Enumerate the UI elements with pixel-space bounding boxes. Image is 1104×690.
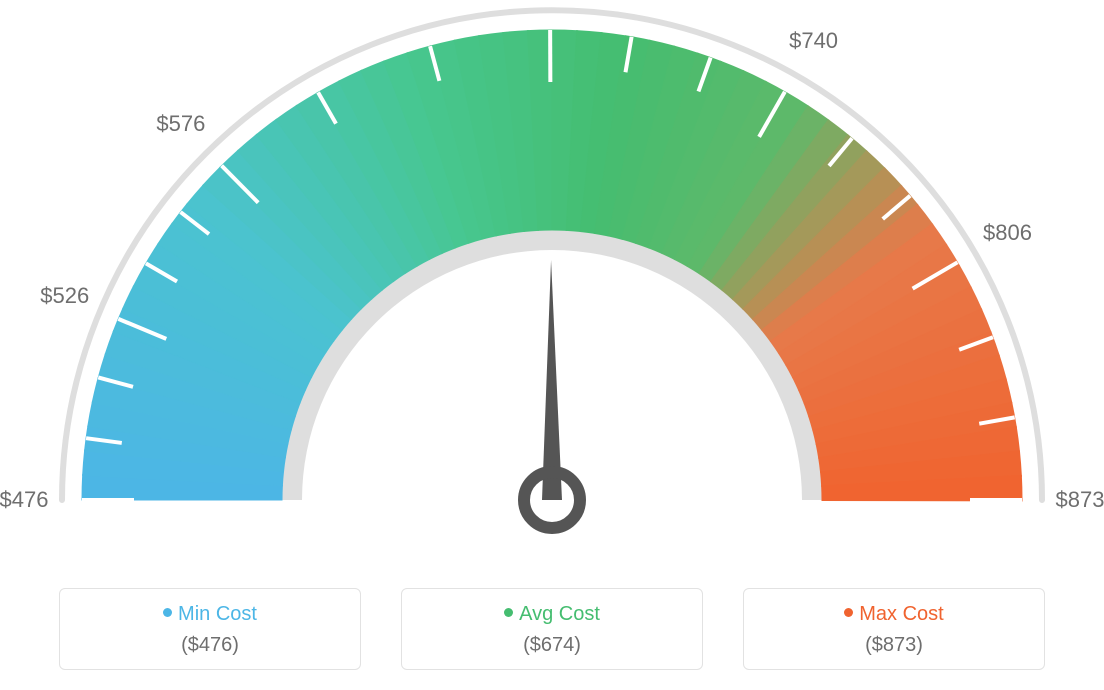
legend-max-label: Max Cost <box>744 603 1044 626</box>
legend-min-card: Min Cost ($476) <box>59 588 361 670</box>
gauge-svg <box>0 0 1104 560</box>
gauge-tick-label: $476 <box>0 487 48 513</box>
cost-gauge-widget: $476$526$576$674$740$806$873 Min Cost ($… <box>0 0 1104 690</box>
legend-min-text: Min Cost <box>178 603 257 625</box>
legend-max-text: Max Cost <box>859 603 943 625</box>
gauge-tick-label: $873 <box>1056 487 1104 513</box>
legend-min-dot <box>163 608 172 617</box>
legend-avg-text: Avg Cost <box>519 603 600 625</box>
gauge-tick-label: $806 <box>983 220 1032 246</box>
legend-avg-value: ($674) <box>402 634 702 657</box>
legend-max-card: Max Cost ($873) <box>743 588 1045 670</box>
legend-avg-label: Avg Cost <box>402 603 702 626</box>
gauge-tick-label: $740 <box>789 28 838 54</box>
legend-row: Min Cost ($476) Avg Cost ($674) Max Cost… <box>0 588 1104 670</box>
legend-min-label: Min Cost <box>60 603 360 626</box>
legend-avg-card: Avg Cost ($674) <box>401 588 703 670</box>
legend-max-value: ($873) <box>744 634 1044 657</box>
legend-min-value: ($476) <box>60 634 360 657</box>
gauge-tick-label: $576 <box>156 111 205 137</box>
legend-max-dot <box>844 608 853 617</box>
gauge-area: $476$526$576$674$740$806$873 <box>0 0 1104 560</box>
gauge-tick-label: $526 <box>40 283 89 309</box>
legend-avg-dot <box>504 608 513 617</box>
